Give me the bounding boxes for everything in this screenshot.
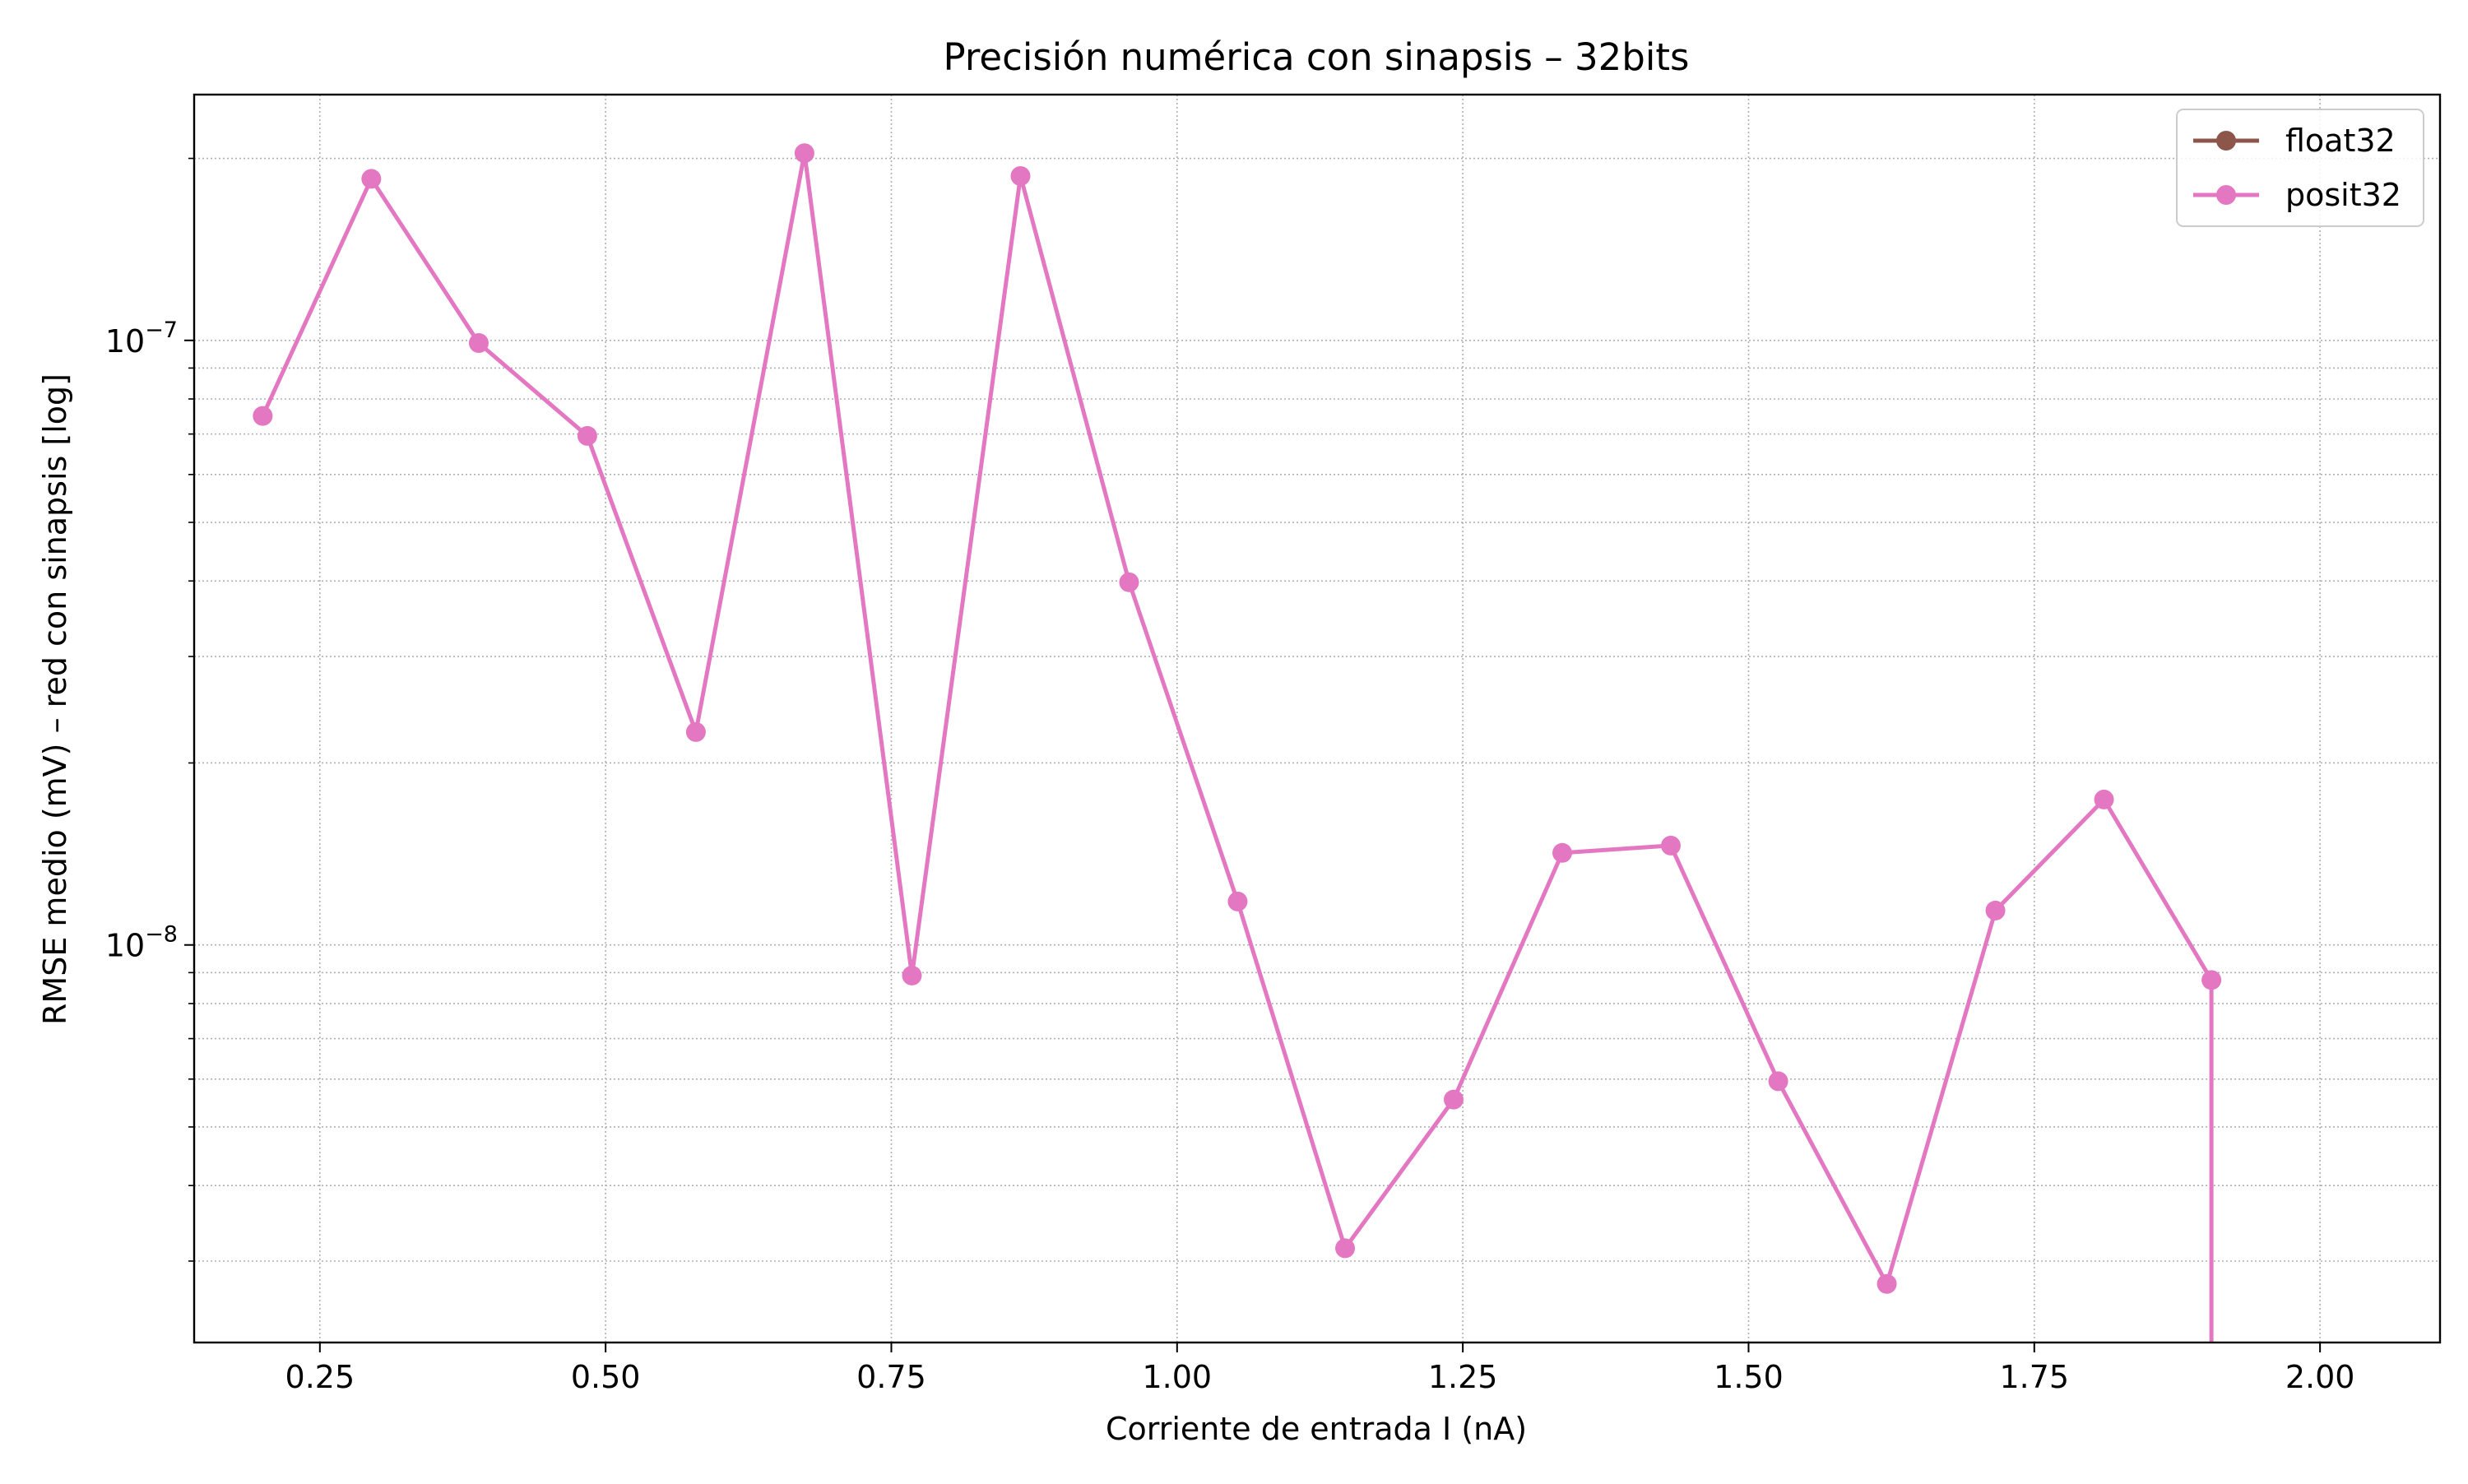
legend-label: posit32	[2285, 177, 2401, 213]
data-point	[1335, 1238, 1356, 1259]
x-tick-label: 1.00	[1143, 1359, 1213, 1395]
legend-marker	[2216, 131, 2236, 151]
axis-ticks: 0.25 0.50 0.75 1.00 1.25 1.50 1.75 2.00 10−7 10−8	[105, 157, 2355, 1395]
data-point	[794, 143, 814, 164]
legend: float32 posit32	[2176, 109, 2424, 227]
x-tick-label: 1.25	[1428, 1359, 1498, 1395]
x-tick-label: 1.50	[1714, 1359, 1784, 1395]
data-point	[2201, 970, 2222, 990]
x-tick-label: 1.75	[1999, 1359, 2069, 1395]
data-point	[361, 169, 382, 189]
data-point	[1227, 891, 1248, 911]
y-tick-label: 10−8	[105, 922, 178, 964]
data-point	[1010, 165, 1031, 186]
y-tick-label: 10−7	[105, 318, 178, 359]
data-point	[1119, 572, 1139, 592]
x-tick-label: 0.50	[571, 1359, 641, 1395]
series-line-posit32	[261, 151, 2214, 1343]
data-point	[2094, 789, 2114, 809]
series-posit32	[253, 143, 2222, 1343]
y-axis-label: RMSE medio (mV) – red con sinapsis [log]	[37, 373, 73, 1025]
x-tick-label: 0.75	[856, 1359, 926, 1395]
data-point	[902, 965, 922, 985]
x-tick-label: 0.25	[285, 1359, 355, 1395]
chart-title: Precisión numérica con sinapsis – 32bits	[944, 35, 1690, 79]
data-point	[1444, 1089, 1464, 1110]
data-point	[685, 721, 706, 742]
x-tick-label: 2.00	[2285, 1359, 2355, 1395]
legend-label: float32	[2285, 123, 2396, 159]
legend-item-float32: float32	[2193, 123, 2396, 159]
legend-marker	[2216, 185, 2236, 205]
data-point	[1877, 1273, 1897, 1294]
data-point	[1660, 835, 1681, 856]
plot-frame	[193, 93, 2442, 1344]
x-axis-label: Corriente de entrada I (nA)	[1106, 1411, 1527, 1447]
series-layer	[253, 143, 2222, 1343]
data-point	[253, 406, 273, 426]
data-point	[1552, 842, 1573, 863]
grid	[194, 95, 2440, 1343]
data-point	[1985, 900, 2006, 921]
legend-item-posit32: posit32	[2193, 177, 2401, 213]
data-point	[1768, 1071, 1788, 1092]
data-point	[468, 332, 489, 353]
data-point	[577, 425, 597, 446]
